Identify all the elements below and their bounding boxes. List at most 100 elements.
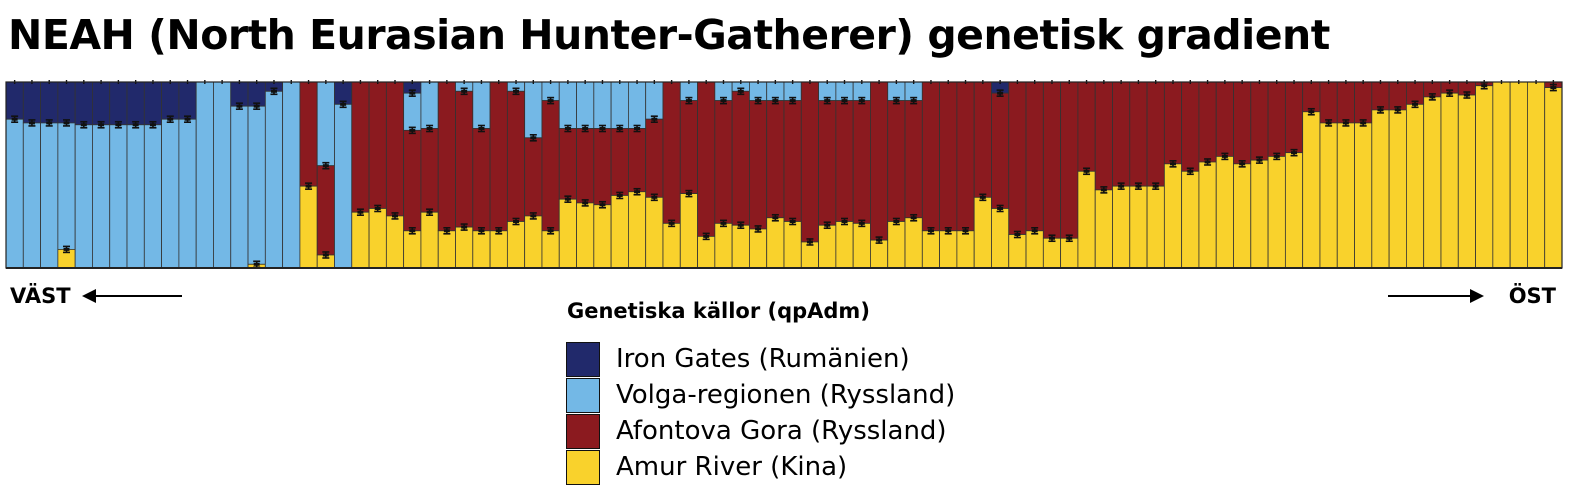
- error-bar: [149, 120, 157, 129]
- bar-segment-volga: [472, 81, 491, 129]
- bar-segment-iron-gates: [161, 81, 180, 120]
- bar-segment-amur-river: [679, 193, 698, 269]
- bar-segment-afontova-gora: [1371, 81, 1390, 111]
- bar-segment-amur-river: [973, 196, 992, 269]
- legend: Iron Gates (Rumänien) Volga-regionen (Ry…: [566, 341, 955, 485]
- error-bar: [737, 221, 745, 230]
- bar-segment-afontova-gora: [593, 128, 612, 206]
- bar-segment-afontova-gora: [749, 100, 768, 230]
- bar-segment-amur-river: [818, 224, 837, 269]
- bar-segment-amur-river: [1509, 81, 1528, 269]
- error-bar: [1100, 186, 1108, 194]
- bar-segment-amur-river: [506, 221, 526, 269]
- bar-segment-amur-river: [1492, 81, 1511, 269]
- bar-segment-afontova-gora: [299, 81, 318, 187]
- error-bar: [944, 227, 952, 235]
- legend-label-volga: Volga-regionen (Ryssland): [616, 380, 956, 410]
- error-bar: [598, 200, 606, 209]
- error-bar: [962, 227, 970, 235]
- bar-segment-volga: [403, 92, 422, 131]
- bar-segment-amur-river: [956, 230, 975, 269]
- error-bar: [166, 115, 174, 123]
- error-bar: [910, 96, 918, 105]
- bar-segment-volga: [178, 118, 197, 269]
- error-bar: [1376, 106, 1384, 114]
- bar-segment-afontova-gora: [506, 90, 526, 222]
- bar-segment-afontova-gora: [524, 137, 543, 217]
- legend-label-iron-gates: Iron Gates (Rumänien): [616, 344, 910, 374]
- error-bar: [581, 199, 589, 207]
- error-bar: [45, 119, 53, 127]
- error-bar: [858, 96, 866, 105]
- bar-segment-amur-river: [541, 230, 560, 269]
- bar-segment-iron-gates: [22, 81, 41, 124]
- error-bar: [529, 134, 537, 142]
- bar-segment-afontova-gora: [316, 165, 335, 256]
- bar-segment-amur-river: [472, 230, 491, 269]
- bar-segment-afontova-gora: [576, 128, 595, 204]
- bar-segment-amur-river: [991, 208, 1010, 269]
- bar-segment-amur-river: [628, 191, 647, 269]
- error-bar: [564, 124, 572, 133]
- bar-segment-afontova-gora: [697, 81, 716, 237]
- bar-segment-afontova-gora: [679, 100, 698, 194]
- bar-segment-volga: [143, 124, 162, 269]
- error-bar: [184, 115, 192, 123]
- bar-segment-afontova-gora: [835, 100, 854, 222]
- error-bar: [996, 204, 1004, 213]
- error-bar: [477, 124, 485, 133]
- bar-segment-amur-river: [403, 230, 422, 269]
- bar-segment-afontova-gora: [1077, 81, 1096, 172]
- error-bar: [235, 102, 243, 110]
- bar-segment-afontova-gora: [1250, 81, 1269, 161]
- error-bar: [408, 89, 416, 97]
- error-bar: [1255, 156, 1263, 164]
- bar-segment-amur-river: [697, 235, 716, 269]
- error-bar: [477, 227, 485, 235]
- bar-segment-iron-gates: [74, 81, 93, 126]
- bar-segment-volga: [645, 81, 664, 120]
- error-bar: [529, 212, 537, 220]
- bar-segment-amur-river: [1302, 111, 1321, 269]
- bar-segment-afontova-gora: [472, 128, 491, 232]
- error-bar: [754, 96, 762, 105]
- error-bar: [270, 87, 278, 96]
- error-bar: [1204, 158, 1212, 166]
- error-bar: [668, 219, 676, 228]
- error-bar: [996, 89, 1004, 97]
- error-bar: [754, 225, 762, 233]
- bar-segment-iron-gates: [143, 81, 162, 126]
- bar-segment-amur-river: [524, 215, 543, 269]
- error-bar: [892, 96, 900, 105]
- bar-segment-amur-river: [800, 241, 819, 269]
- error-bar: [80, 120, 88, 129]
- bar-segment-volga: [5, 118, 24, 269]
- bar-segment-amur-river: [1233, 163, 1252, 269]
- error-bar: [806, 238, 814, 246]
- error-bar: [512, 217, 520, 226]
- bar-segment-amur-river: [835, 221, 854, 269]
- bar-segment-volga: [92, 124, 111, 269]
- bar-segment-amur-river: [921, 230, 940, 269]
- error-bar: [547, 227, 555, 235]
- bar-segment-amur-river: [731, 224, 750, 269]
- bar-segment-amur-river: [385, 215, 405, 269]
- bar-segment-amur-river: [558, 198, 577, 269]
- bar-segment-amur-river: [489, 230, 508, 269]
- error-bar: [685, 96, 693, 105]
- error-bar: [1134, 182, 1142, 190]
- bar-segment-amur-river: [1250, 159, 1269, 269]
- bar-segment-afontova-gora: [1146, 81, 1165, 187]
- error-bar: [1048, 234, 1056, 243]
- error-bar: [841, 96, 849, 105]
- bar-segment-afontova-gora: [904, 100, 923, 219]
- bar-segment-afontova-gora: [731, 90, 750, 226]
- bar-segment-iron-gates: [40, 81, 59, 124]
- error-bar: [841, 217, 849, 226]
- bar-segment-amur-river: [1060, 237, 1079, 269]
- bar-segment-afontova-gora: [818, 100, 837, 226]
- bar-segment-volga: [195, 81, 214, 269]
- bar-segment-amur-river: [1042, 237, 1062, 269]
- bar-segment-volga: [109, 124, 128, 269]
- bar-segment-amur-river: [783, 221, 802, 269]
